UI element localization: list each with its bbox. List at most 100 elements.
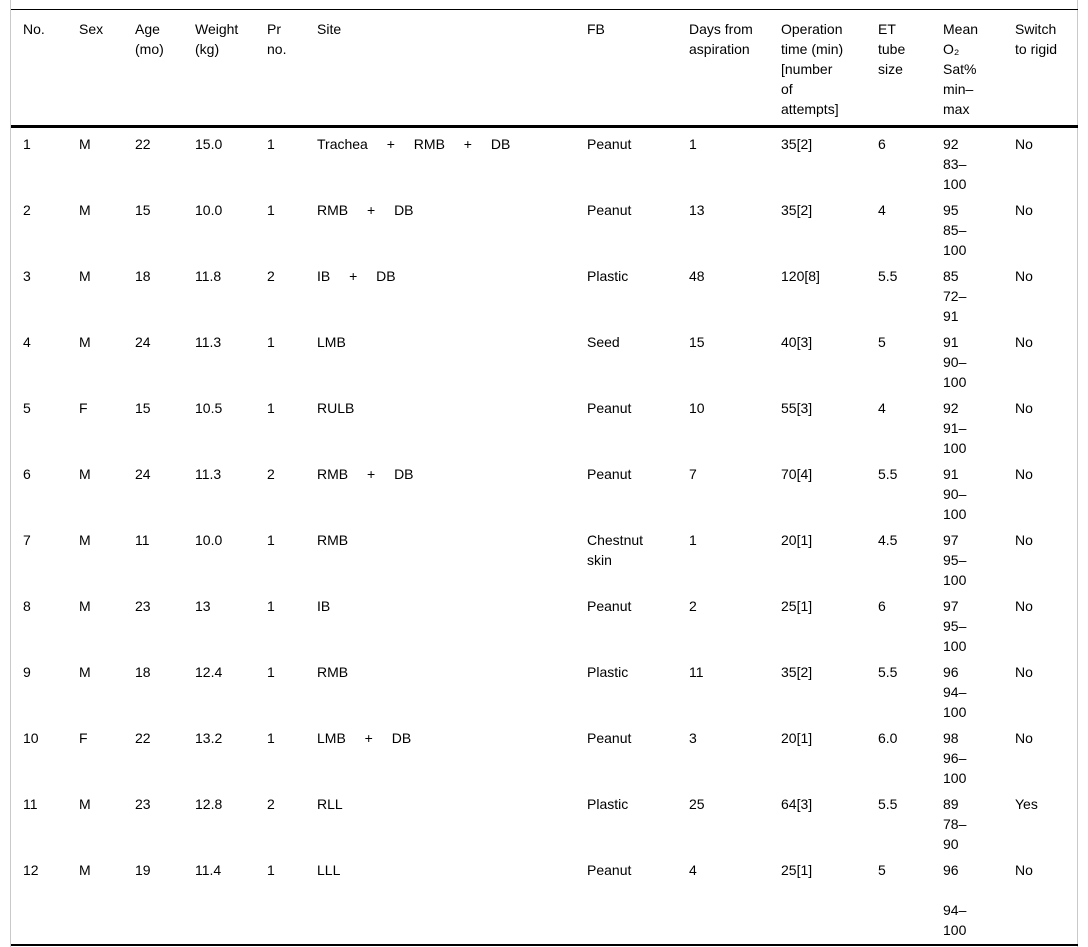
cell-no: 10 bbox=[23, 730, 39, 746]
cell-age_mo: 22 bbox=[135, 136, 151, 152]
cell-no: 1 bbox=[23, 136, 31, 152]
cell-site: RMB bbox=[317, 532, 349, 548]
cell-pr_no: 2 bbox=[267, 268, 275, 284]
cell-weight_kg: 12.8 bbox=[195, 796, 223, 812]
cell-age_mo: 18 bbox=[135, 268, 151, 284]
cell-sex: F bbox=[79, 400, 88, 416]
cell-operation_time: 35[2] bbox=[781, 664, 813, 680]
cell-no: 2 bbox=[23, 202, 31, 218]
cell-site: IB + DB bbox=[317, 268, 396, 284]
cell-age_mo: 15 bbox=[135, 202, 151, 218]
col-header-age_mo: Age (mo) bbox=[135, 9, 195, 128]
cell-days_from_aspiration: 7 bbox=[689, 466, 697, 482]
cell-weight_kg: 15.0 bbox=[195, 136, 223, 152]
cell-sex: F bbox=[79, 730, 88, 746]
cell-et_tube_size: 5.5 bbox=[878, 664, 898, 680]
cell-et_tube_size: 5 bbox=[878, 334, 886, 350]
cell-weight_kg: 10.5 bbox=[195, 400, 223, 416]
table-row: 7 M 11 10.0 1 RMB Chestnut skin 1 20[1] 4.5 97 95–… bbox=[11, 524, 1078, 590]
cell-mean_o2_sat: 96 94– 100 bbox=[943, 854, 1015, 946]
cell-age_mo: 24 bbox=[135, 466, 151, 482]
table-row: 11 M 23 12.8 2 RLL Plastic 25 64[3] 5.5 89 78– 90 Y… bbox=[11, 788, 1078, 854]
cell-fb: Peanut bbox=[587, 730, 632, 746]
cell-days_from_aspiration: 10 bbox=[689, 400, 705, 416]
cell-no: 12 bbox=[11, 854, 79, 946]
cell-switch_to_rigid: No bbox=[1015, 532, 1033, 548]
cell-switch_to_rigid: No bbox=[1015, 334, 1033, 350]
cell-age_mo: 11 bbox=[135, 532, 150, 548]
cell-fb: Chestnut skin bbox=[587, 532, 644, 568]
cell-switch_to_rigid: Yes bbox=[1015, 796, 1038, 812]
cell-sex: M bbox=[79, 854, 135, 946]
cell-switch_to_rigid: No bbox=[1015, 598, 1033, 614]
cell-age_mo: 15 bbox=[135, 400, 151, 416]
cell-mean_o2_sat: 97 95– 100 bbox=[943, 598, 967, 654]
cell-days_from_aspiration: 1 bbox=[689, 532, 697, 548]
cell-mean_o2_sat: 89 78– 90 bbox=[943, 796, 967, 852]
cell-days_from_aspiration: 48 bbox=[689, 268, 705, 284]
cell-et_tube_size: 4.5 bbox=[878, 532, 898, 548]
table-head: No. Sex Age (mo) Weight (kg) Pr no. Site FB Day… bbox=[11, 9, 1078, 128]
cell-age_mo: 19 bbox=[135, 854, 195, 946]
cell-site: RULB bbox=[317, 400, 355, 416]
cell-pr_no: 1 bbox=[267, 136, 275, 152]
table-frame: No. Sex Age (mo) Weight (kg) Pr no. Site FB Day… bbox=[10, 0, 1078, 947]
cell-switch_to_rigid: No bbox=[1015, 400, 1033, 416]
cell-mean_o2_sat: 97 95– 100 bbox=[943, 532, 967, 588]
cell-mean_o2_sat: 91 90– 100 bbox=[943, 466, 967, 522]
col-header-site: Site bbox=[317, 9, 587, 128]
cell-sex: M bbox=[79, 268, 91, 284]
cell-days_from_aspiration: 3 bbox=[689, 730, 697, 746]
table-row: 8 M 23 13 1 IB Peanut 2 25[1] 6 97 95– 100 No bbox=[11, 590, 1078, 656]
cell-fb: Plastic bbox=[587, 796, 629, 812]
cell-site: RMB + DB bbox=[317, 202, 414, 218]
cell-days_from_aspiration: 1 bbox=[689, 136, 697, 152]
table-header-row: No. Sex Age (mo) Weight (kg) Pr no. Site FB Day… bbox=[11, 9, 1078, 128]
cell-sex: M bbox=[79, 532, 91, 548]
cell-mean_o2_sat: 91 90– 100 bbox=[943, 334, 967, 390]
cell-pr_no: 1 bbox=[267, 664, 275, 680]
cell-et_tube_size: 5.5 bbox=[878, 466, 898, 482]
cell-weight_kg: 11.3 bbox=[195, 334, 222, 350]
cell-pr_no: 1 bbox=[267, 598, 275, 614]
table-row: 6 M 24 11.3 2 RMB + DB Peanut 7 70[4] 5.5 91 90– 1… bbox=[11, 458, 1078, 524]
cell-age_mo: 23 bbox=[135, 796, 151, 812]
cell-fb: Peanut bbox=[587, 400, 632, 416]
cell-weight_kg: 11.8 bbox=[195, 268, 222, 284]
cell-days_from_aspiration: 11 bbox=[689, 664, 704, 680]
table-row: 9 M 18 12.4 1 RMB Plastic 11 35[2] 5.5 96 94– 100 N… bbox=[11, 656, 1078, 722]
cell-pr_no: 2 bbox=[267, 796, 275, 812]
table-row: 3 M 18 11.8 2 IB + DB Plastic 48 120[8] 5.5 85 72–… bbox=[11, 260, 1078, 326]
cell-operation_time: 35[2] bbox=[781, 202, 813, 218]
col-header-mean_o2_sat: Mean O₂ Sat% min– max bbox=[943, 9, 1015, 128]
cell-operation_time: 120[8] bbox=[781, 268, 820, 284]
cell-et_tube_size: 5.5 bbox=[878, 796, 898, 812]
cell-operation_time: 20[1] bbox=[781, 730, 813, 746]
col-header-days_from_aspiration: Days from aspiration bbox=[689, 9, 781, 128]
cell-site: LMB + DB bbox=[317, 730, 412, 746]
cell-site: Trachea + RMB + DB bbox=[317, 136, 511, 152]
cell-switch_to_rigid: No bbox=[1015, 466, 1033, 482]
cell-no: 4 bbox=[23, 334, 31, 350]
cell-et_tube_size: 5 bbox=[878, 854, 943, 946]
cell-operation_time: 20[1] bbox=[781, 532, 813, 548]
col-header-no: No. bbox=[11, 9, 79, 128]
cell-et_tube_size: 5.5 bbox=[878, 268, 898, 284]
cell-switch_to_rigid: No bbox=[1015, 268, 1033, 284]
cell-days_from_aspiration: 25 bbox=[689, 796, 705, 812]
cell-pr_no: 1 bbox=[267, 854, 317, 946]
table-row: 4 M 24 11.3 1 LMB Seed 15 40[3] 5 91 90– 100 No bbox=[11, 326, 1078, 392]
cell-sex: M bbox=[79, 466, 91, 482]
cell-mean_o2_sat: 85 72– 91 bbox=[943, 268, 967, 324]
cell-operation_time: 64[3] bbox=[781, 796, 813, 812]
cell-sex: M bbox=[79, 598, 91, 614]
cell-weight_kg: 11.4 bbox=[195, 854, 267, 946]
patient-bronchoscopy-table: No. Sex Age (mo) Weight (kg) Pr no. Site FB Day… bbox=[11, 9, 1078, 946]
cell-weight_kg: 13.2 bbox=[195, 730, 223, 746]
cell-et_tube_size: 6 bbox=[878, 598, 886, 614]
cell-fb: Peanut bbox=[587, 466, 632, 482]
cell-fb: Peanut bbox=[587, 136, 632, 152]
cell-no: 3 bbox=[23, 268, 31, 284]
cell-no: 9 bbox=[23, 664, 31, 680]
cell-et_tube_size: 6.0 bbox=[878, 730, 898, 746]
